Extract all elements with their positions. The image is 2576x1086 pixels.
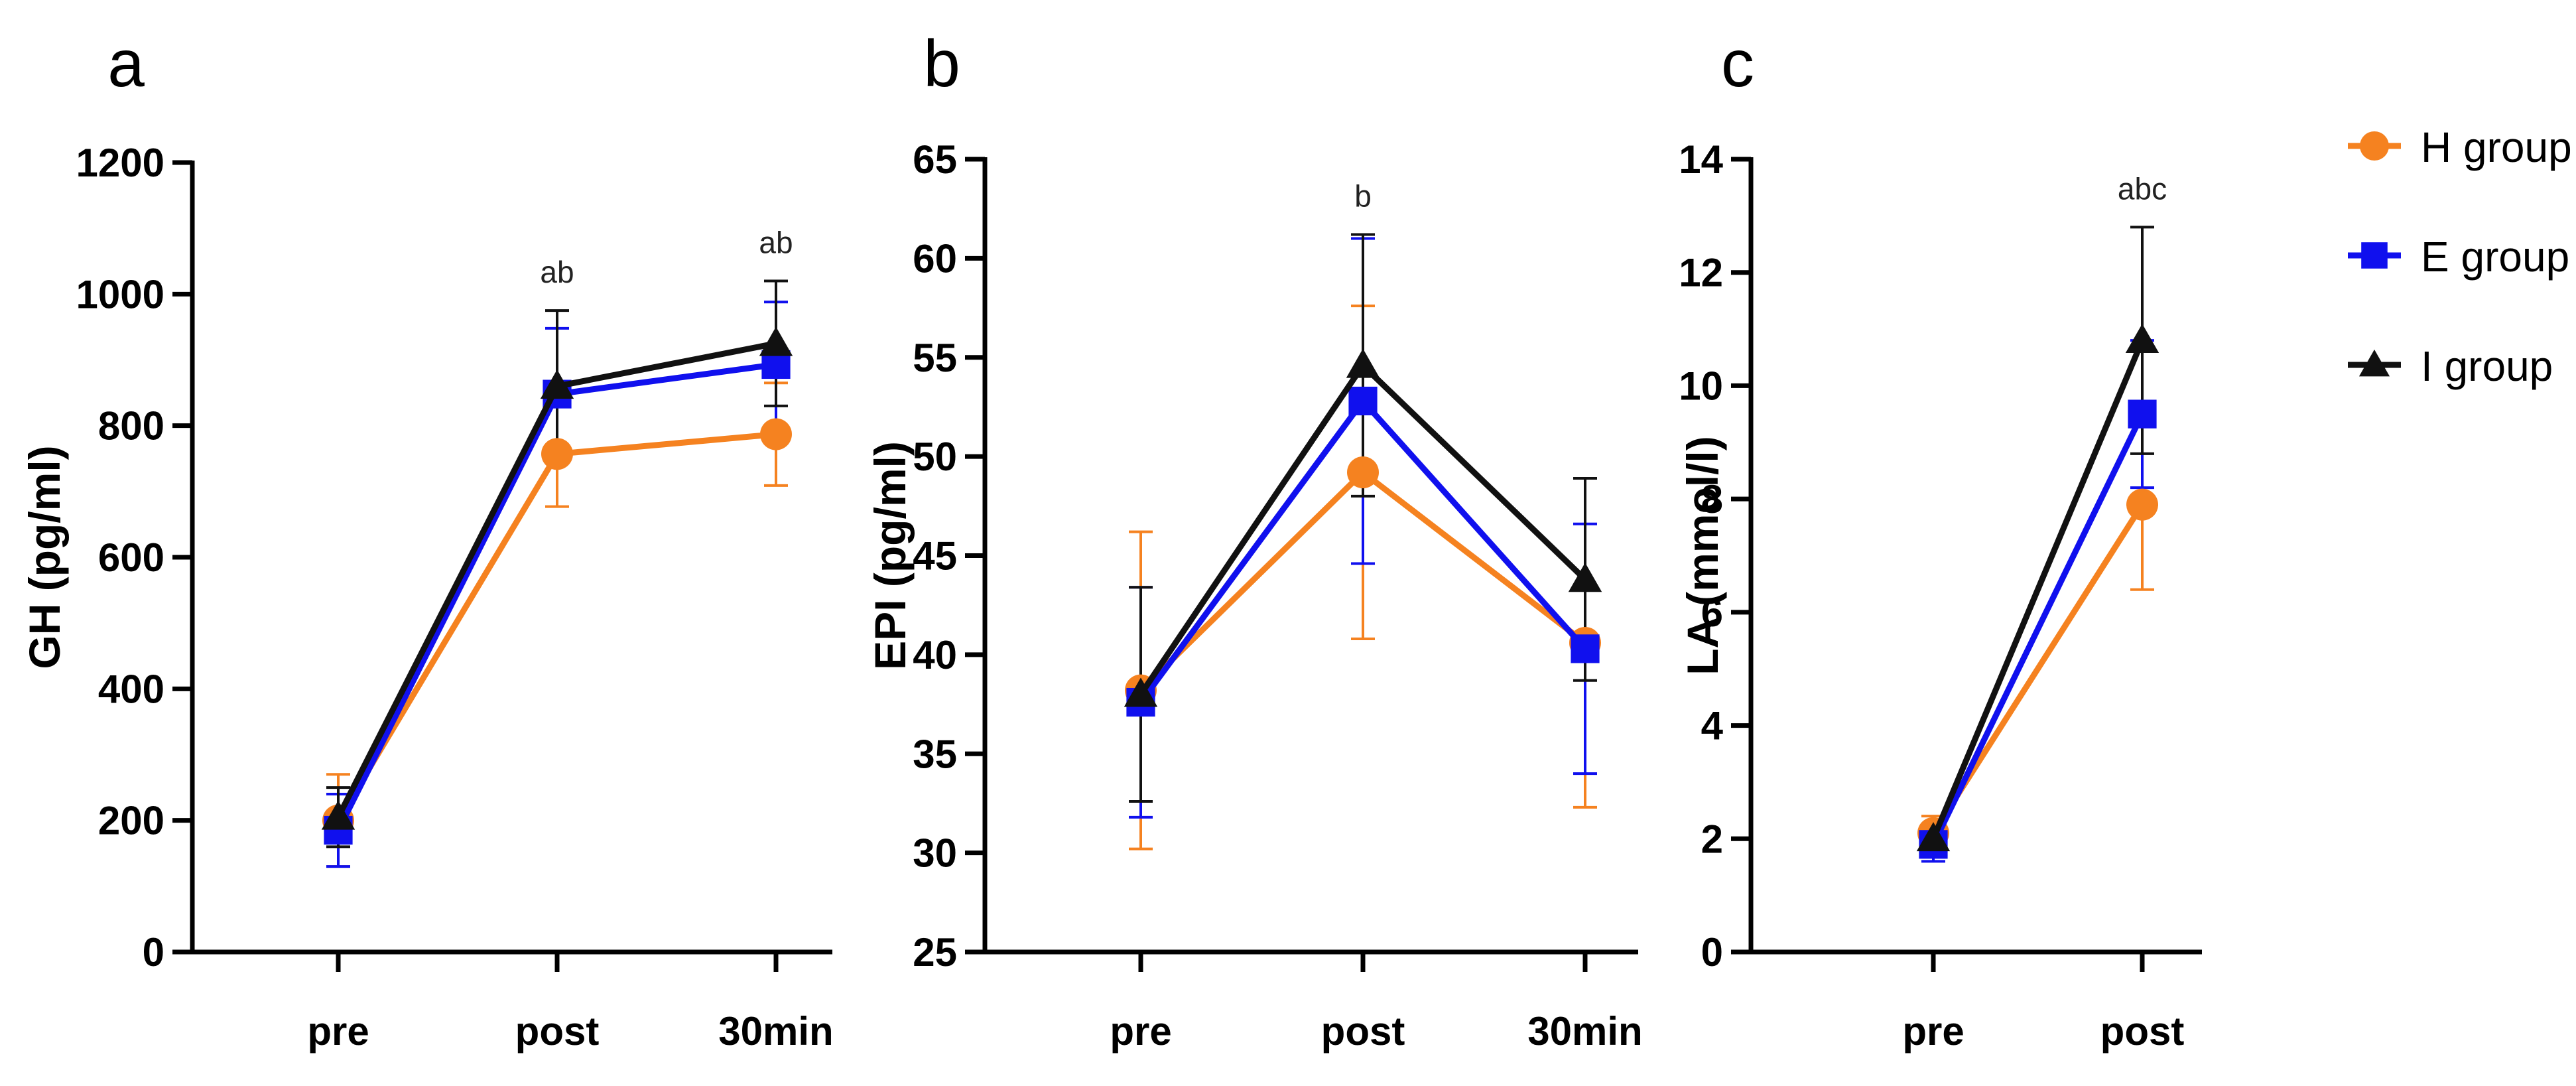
- panel-letter: c: [1721, 27, 1754, 101]
- panel-letter: b: [923, 27, 960, 101]
- y-tick-label: 1000: [76, 272, 164, 316]
- legend-i-label: I group: [2421, 342, 2553, 390]
- y-tick-label: 400: [98, 667, 164, 711]
- legend-h-label: H group: [2421, 123, 2572, 171]
- y-tick-label: 8: [1701, 477, 1723, 521]
- y-tick-label: 4: [1701, 704, 1724, 748]
- y-axis-title: EPI (pg/ml): [866, 441, 915, 670]
- y-axis-title: GH (pg/ml): [20, 445, 69, 669]
- y-tick-label: 12: [1679, 251, 1723, 295]
- legend-h-marker: [2360, 131, 2389, 161]
- y-tick-label: 30: [913, 831, 957, 876]
- y-tick-label: 45: [913, 534, 957, 578]
- series-i-point: [1124, 677, 1158, 707]
- y-tick-label: 10: [1679, 364, 1723, 408]
- legend-e-marker: [2361, 242, 2388, 269]
- x-tick-label: post: [515, 1009, 600, 1053]
- significance-label: b: [1354, 179, 1372, 214]
- y-tick-label: 40: [913, 633, 957, 677]
- significance-label: ab: [759, 226, 793, 260]
- y-tick-label: 6: [1701, 590, 1723, 635]
- series-i-point: [321, 800, 355, 830]
- series-e-point: [1348, 386, 1378, 416]
- series-h-point: [2126, 488, 2158, 521]
- series-h-point: [1347, 456, 1379, 489]
- y-axis-title: LA (mmol/l): [1678, 436, 1727, 675]
- series-h-point: [541, 438, 573, 470]
- series-i-point: [759, 326, 793, 356]
- series-e-line: [1930, 413, 2146, 846]
- x-tick-label: post: [2100, 1009, 2185, 1053]
- series-i-point: [1568, 563, 1602, 592]
- series-i-point: [1916, 822, 1951, 852]
- y-tick-label: 50: [913, 435, 957, 479]
- y-tick-label: 60: [913, 236, 957, 281]
- x-tick-label: pre: [1110, 1009, 1171, 1053]
- y-tick-label: 800: [98, 404, 164, 448]
- x-tick-label: pre: [1902, 1009, 1964, 1053]
- legend-e-label: E group: [2421, 233, 2569, 281]
- y-tick-label: 1200: [76, 141, 164, 185]
- y-tick-label: 0: [143, 930, 164, 975]
- x-tick-label: 30min: [718, 1009, 833, 1053]
- y-tick-label: 65: [913, 137, 957, 182]
- panel-c-chart: c 0 2 4 6 8 10 12 14 pre post LA (mmol/l) abc: [1678, 27, 2202, 1053]
- x-tick-label: post: [1321, 1009, 1405, 1053]
- y-tick-label: 2: [1701, 817, 1723, 861]
- significance-label: ab: [540, 255, 574, 289]
- series-i-line: [1930, 339, 2146, 841]
- y-tick-label: 14: [1679, 137, 1723, 182]
- legend: H group E group I group: [2348, 123, 2572, 390]
- y-tick-label: 600: [98, 535, 164, 580]
- legend-i-marker: [2358, 349, 2390, 377]
- y-tick-label: 0: [1701, 930, 1723, 975]
- series-h-point: [760, 418, 792, 450]
- y-tick-label: 55: [913, 336, 957, 380]
- y-tick-label: 35: [913, 732, 957, 776]
- series-e-point: [2128, 399, 2157, 429]
- significance-label: abc: [2118, 171, 2167, 206]
- panel-b-chart: b 25 30 35 40 45 50 55 60 65 pre post 30min EPI (pg/m…: [866, 27, 1643, 1053]
- series-i-point: [2125, 323, 2159, 354]
- x-tick-label: 30min: [1527, 1009, 1642, 1053]
- y-tick-label: 25: [913, 930, 957, 975]
- x-tick-label: pre: [307, 1009, 369, 1053]
- series-e-point: [1571, 634, 1600, 663]
- series-i-point: [1346, 348, 1380, 378]
- series-i-point: [540, 369, 574, 399]
- panel-a-chart: a 0 200 400 600 800 1000 1200 pre post 30min GH (pg…: [20, 27, 834, 1053]
- y-tick-label: 200: [98, 799, 164, 843]
- panel-letter: a: [107, 27, 145, 101]
